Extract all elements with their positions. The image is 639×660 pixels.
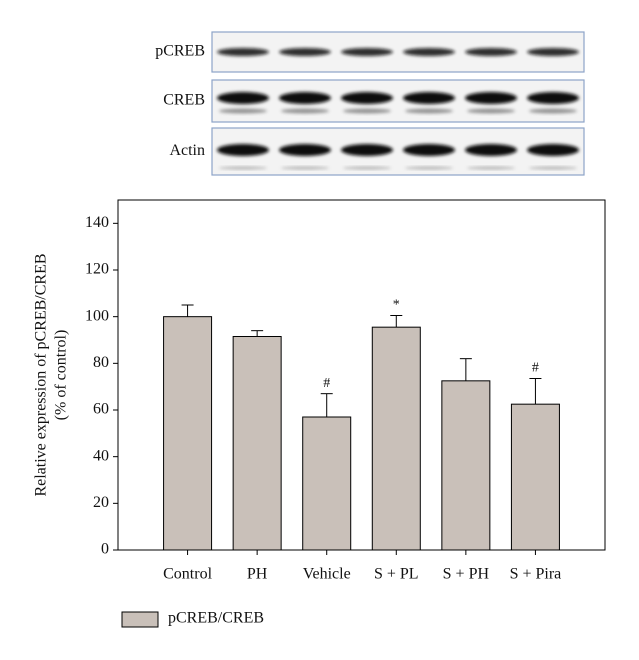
- y-tick-label: 120: [85, 261, 109, 278]
- y-tick-label: 100: [85, 307, 109, 324]
- blot-band: [279, 48, 331, 56]
- bar: [302, 416, 352, 551]
- blot-band: [343, 108, 391, 114]
- blot-panel: [211, 31, 585, 73]
- blot-band: [279, 92, 331, 104]
- blot-band: [217, 92, 269, 104]
- blot-band: [405, 166, 453, 170]
- significance-label: #: [323, 376, 330, 391]
- blot-band: [467, 108, 515, 114]
- y-tick-label: 80: [93, 354, 109, 371]
- y-axis-label: Relative expression of pCREB/CREB: [33, 253, 50, 496]
- blot-band: [281, 166, 329, 170]
- blot-label: CREB: [163, 92, 205, 109]
- y-tick-label: 60: [93, 401, 109, 418]
- plot-frame: [117, 199, 606, 551]
- blot-band: [279, 144, 331, 156]
- blot-panel: [211, 79, 585, 123]
- bar: [510, 403, 560, 551]
- legend-label: pCREB/CREB: [168, 610, 264, 627]
- blot-band: [341, 92, 393, 104]
- y-tick-label: 40: [93, 447, 109, 464]
- blot-band: [529, 108, 577, 114]
- x-tick-label: S + PH: [443, 566, 490, 583]
- blot-band: [403, 144, 455, 156]
- x-tick-label: S + Pira: [510, 566, 562, 583]
- y-axis-label: (% of control): [53, 330, 70, 421]
- blot-band: [341, 144, 393, 156]
- blot-label: Actin: [169, 142, 205, 159]
- blot-band: [527, 48, 579, 56]
- blot-panel: [211, 127, 585, 176]
- blot-band: [217, 48, 269, 56]
- blot-label: pCREB: [155, 43, 205, 60]
- bar: [371, 326, 421, 551]
- x-tick-label: Control: [163, 566, 212, 583]
- blot-band: [343, 166, 391, 170]
- blot-band: [467, 166, 515, 170]
- blot-band: [527, 92, 579, 104]
- bar: [441, 380, 491, 551]
- y-tick-label: 140: [85, 214, 109, 231]
- x-tick-label: PH: [247, 566, 268, 583]
- x-tick-label: Vehicle: [303, 566, 351, 583]
- legend-swatch: [121, 611, 159, 628]
- y-tick-label: 20: [93, 494, 109, 511]
- blot-band: [529, 166, 577, 170]
- x-tick-label: S + PL: [374, 566, 419, 583]
- bar: [232, 336, 282, 551]
- blot-band: [465, 144, 517, 156]
- significance-label: #: [532, 361, 539, 376]
- bar: [163, 316, 213, 551]
- significance-label: *: [393, 298, 400, 313]
- blot-band: [219, 108, 267, 114]
- y-tick-label: 0: [101, 541, 109, 558]
- blot-band: [465, 92, 517, 104]
- blot-band: [219, 166, 267, 170]
- blot-band: [281, 108, 329, 114]
- blot-band: [217, 144, 269, 156]
- blot-band: [465, 48, 517, 56]
- blot-band: [341, 48, 393, 56]
- blot-band: [403, 92, 455, 104]
- blot-band: [403, 48, 455, 56]
- blot-band: [527, 144, 579, 156]
- blot-band: [405, 108, 453, 114]
